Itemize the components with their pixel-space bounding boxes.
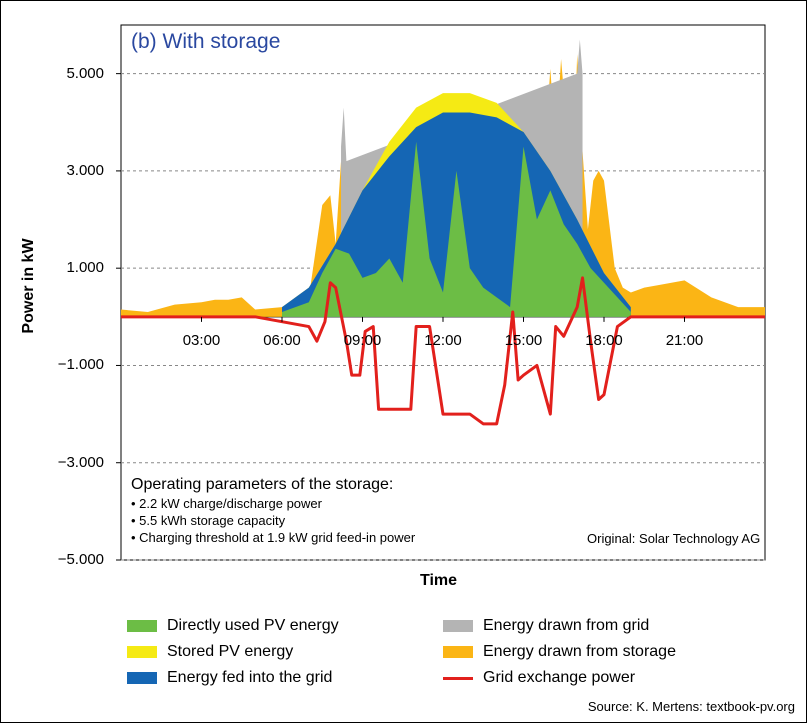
series-direct-pv [282, 141, 631, 317]
legend-item: Energy fed into the grid [127, 669, 332, 687]
legend-label: Stored PV energy [167, 643, 294, 660]
y-tick-label: −5.000 [57, 551, 104, 568]
legend-swatch [443, 620, 473, 632]
series-storage-draw [121, 54, 765, 317]
x-axis-label: Time [420, 572, 458, 589]
x-tick-label: 03:00 [182, 332, 221, 349]
operating-item: • 5.5 kWh storage capacity [131, 513, 286, 528]
legend-label: Grid exchange power [483, 669, 636, 686]
operating-item: • Charging threshold at 1.9 kW grid feed… [131, 530, 416, 545]
y-tick-label: −3.000 [57, 453, 104, 471]
legend-item: Grid exchange power [443, 669, 635, 687]
operating-parameters: Operating parameters of the storage: • 2… [131, 476, 415, 545]
legend-label: Energy fed into the grid [167, 669, 333, 686]
legend-swatch [443, 676, 473, 680]
legend: Directly used PV energy Stored PV energy… [127, 615, 747, 695]
legend-swatch [127, 646, 157, 658]
x-tick-label: 12:00 [424, 332, 462, 349]
y-axis-label: Power in kW [20, 238, 37, 334]
x-tick-label: 18:00 [585, 332, 623, 349]
series-grid-exchange [121, 276, 765, 426]
legend-item: Stored PV energy [127, 643, 293, 661]
legend-swatch [443, 646, 473, 658]
x-tick-label: 09:00 [343, 332, 382, 349]
legend-item: Directly used PV energy [127, 617, 339, 635]
source-note: Source: K. Mertens: textbook-pv.org [587, 699, 795, 714]
y-tick-label: −1.000 [57, 356, 104, 374]
legend-item: Energy drawn from grid [443, 617, 649, 635]
x-tick-label: 06:00 [263, 332, 301, 349]
y-tick-label: 5.000 [66, 64, 104, 82]
credit-note: Original: Solar Technology AG [587, 531, 761, 546]
legend-label: Energy drawn from storage [483, 643, 676, 660]
operating-item: • 2.2 kW charge/discharge power [131, 496, 322, 511]
chart-title: (b) With storage [131, 30, 281, 53]
legend-swatch [127, 672, 157, 684]
y-tick-label: 3.000 [66, 161, 104, 179]
x-tick-label: 15:00 [504, 332, 543, 349]
y-tick-label: 1.000 [66, 259, 104, 277]
legend-item: Energy drawn from storage [443, 643, 676, 661]
legend-label: Energy drawn from grid [483, 617, 650, 634]
operating-title: Operating parameters of the storage: [131, 476, 394, 493]
x-tick-label: 21:00 [665, 332, 704, 349]
legend-label: Directly used PV energy [167, 617, 339, 634]
legend-swatch [127, 620, 157, 632]
